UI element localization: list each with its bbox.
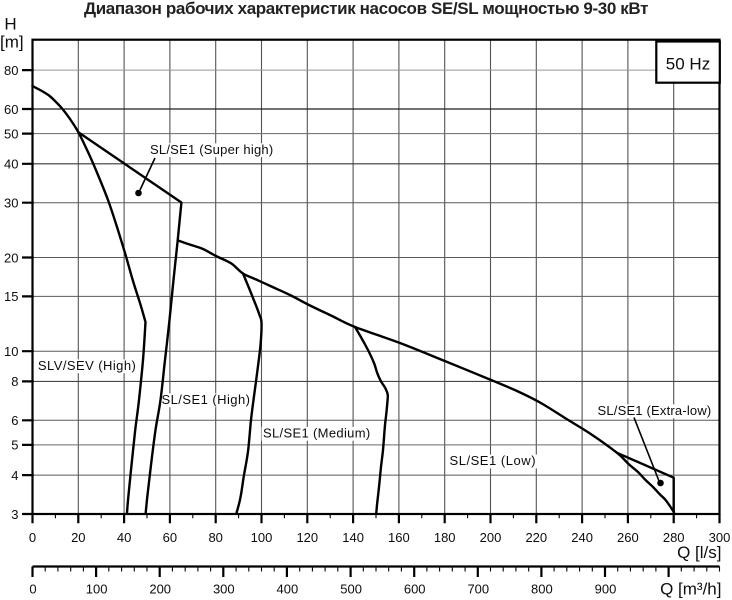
- svg-text:80: 80: [208, 530, 222, 545]
- svg-text:300: 300: [213, 581, 235, 596]
- svg-text:10: 10: [4, 344, 18, 359]
- svg-text:6: 6: [11, 413, 18, 428]
- svg-text:200: 200: [480, 530, 502, 545]
- svg-text:SL/SE1 (High): SL/SE1 (High): [162, 392, 251, 407]
- svg-text:300: 300: [709, 530, 731, 545]
- svg-text:160: 160: [388, 530, 410, 545]
- svg-text:SLV/SEV (High): SLV/SEV (High): [38, 358, 136, 373]
- svg-text:SL/SE1 (Medium): SL/SE1 (Medium): [263, 426, 371, 441]
- svg-text:260: 260: [617, 530, 639, 545]
- svg-text:600: 600: [404, 581, 426, 596]
- svg-text:20: 20: [4, 250, 18, 265]
- svg-text:8: 8: [11, 374, 18, 389]
- svg-text:4: 4: [11, 468, 18, 483]
- svg-text:80: 80: [4, 63, 18, 78]
- svg-text:5: 5: [11, 438, 18, 453]
- svg-text:15: 15: [4, 289, 18, 304]
- svg-text:Q [m³/h]: Q [m³/h]: [660, 579, 721, 598]
- svg-text:180: 180: [434, 530, 456, 545]
- svg-text:40: 40: [4, 157, 18, 172]
- svg-text:280: 280: [663, 530, 685, 545]
- svg-text:SL/SE1 (Super high): SL/SE1 (Super high): [150, 142, 273, 157]
- svg-text:140: 140: [342, 530, 364, 545]
- svg-text:60: 60: [4, 102, 18, 117]
- svg-text:SL/SE1 (Low): SL/SE1 (Low): [450, 453, 537, 468]
- svg-text:50 Hz: 50 Hz: [666, 55, 710, 74]
- svg-text:200: 200: [149, 581, 171, 596]
- svg-text:100: 100: [251, 530, 273, 545]
- svg-text:400: 400: [277, 581, 299, 596]
- svg-text:700: 700: [467, 581, 489, 596]
- svg-text:240: 240: [571, 530, 593, 545]
- svg-text:[m]: [m]: [0, 32, 24, 51]
- svg-text:0: 0: [29, 581, 36, 596]
- svg-text:H: H: [4, 15, 16, 34]
- svg-text:100: 100: [86, 581, 108, 596]
- svg-text:30: 30: [4, 196, 18, 211]
- svg-text:3: 3: [11, 507, 18, 522]
- svg-text:0: 0: [29, 530, 36, 545]
- svg-text:800: 800: [531, 581, 553, 596]
- svg-text:20: 20: [71, 530, 85, 545]
- svg-text:220: 220: [525, 530, 547, 545]
- svg-text:120: 120: [296, 530, 318, 545]
- svg-text:50: 50: [4, 126, 18, 141]
- svg-text:60: 60: [163, 530, 177, 545]
- svg-text:40: 40: [117, 530, 131, 545]
- svg-text:500: 500: [340, 581, 362, 596]
- svg-text:SL/SE1 (Extra-low): SL/SE1 (Extra-low): [598, 403, 712, 418]
- svg-text:900: 900: [595, 581, 617, 596]
- svg-text:Q [l/s]: Q [l/s]: [677, 543, 721, 562]
